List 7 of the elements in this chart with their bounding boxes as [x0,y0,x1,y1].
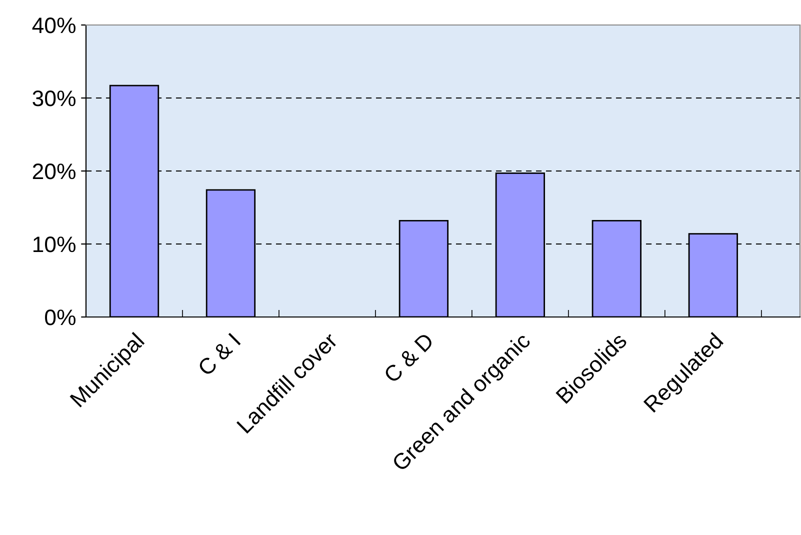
x-tick-label: C & D [383,332,434,384]
y-tick-label: 10% [33,236,76,252]
y-tick-label: 30% [32,90,76,106]
x-tick-label: C & I [197,332,241,377]
y-tick-label: 40% [32,18,76,34]
y-tick-label: 20% [32,164,76,180]
y-tick-label: 0% [45,310,76,326]
